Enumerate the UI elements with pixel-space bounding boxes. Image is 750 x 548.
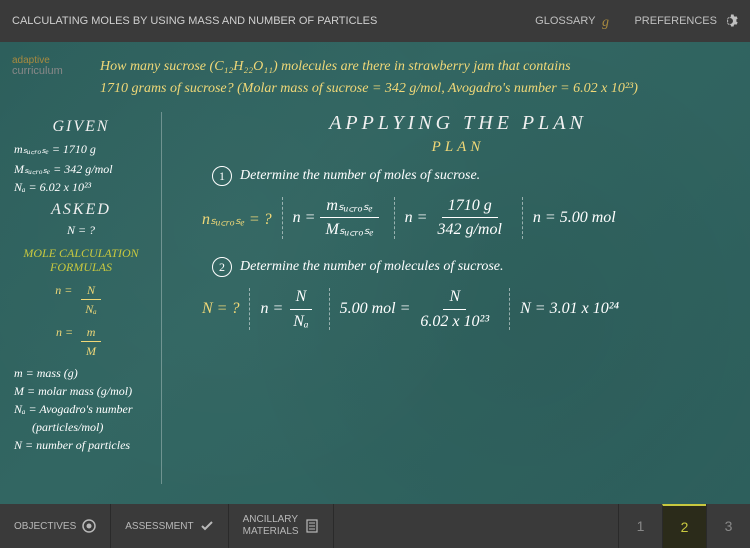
step1-text: Determine the number of moles of sucrose… (240, 168, 480, 184)
formula2-num: m (81, 325, 102, 342)
legend-m: m = mass (g) (14, 366, 154, 381)
main-title: APPLYING THE PLAN (182, 112, 734, 135)
step2-c-num: N (443, 287, 466, 309)
page-2-button[interactable]: 2 (662, 504, 706, 548)
legend-N: N = number of particles (14, 438, 154, 453)
glossary-button[interactable]: GLOSSARY g (535, 13, 616, 29)
step2-label: 2 Determine the number of molecules of s… (212, 257, 734, 277)
step2-f-den: Nₐ (287, 310, 314, 331)
step2-formula: n = NNₐ (260, 287, 318, 330)
main-panel: APPLYING THE PLAN PLAN 1 Determine the n… (162, 42, 750, 504)
step1-label: 1 Determine the number of moles of sucro… (212, 166, 734, 186)
spacer (334, 504, 618, 548)
glossary-label: GLOSSARY (535, 15, 595, 27)
step2-f-num: N (290, 287, 313, 309)
step1-equation: nₛᵤ꜀ᵣₒₛₑ = ? n = mₛᵤ꜀ᵣₒₛₑMₛᵤ꜀ᵣₒₛₑ n = 17… (202, 196, 734, 239)
step1-formula: n = mₛᵤ꜀ᵣₒₛₑMₛᵤ꜀ᵣₒₛₑ (293, 196, 384, 239)
plan-title: PLAN (182, 139, 734, 156)
step1-num: 1 (212, 166, 232, 186)
step1-f-num: mₛᵤ꜀ᵣₒₛₑ (320, 196, 378, 218)
assessment-button[interactable]: ASSESSMENT (111, 504, 228, 548)
preferences-label: PREFERENCES (634, 15, 717, 27)
formula-2: n = mM (8, 325, 154, 359)
step1-calc: n = 1710 g342 g/mol (405, 196, 512, 239)
step2-equation: N = ? n = NNₐ 5.00 mol = N6.02 x 10²³ N … (202, 287, 734, 330)
assessment-label: ASSESSMENT (125, 521, 193, 532)
formula1-lhs: n = (55, 283, 72, 297)
divider (509, 288, 510, 330)
formula-1: n = NNₐ (8, 283, 154, 317)
page-title: CALCULATING MOLES BY USING MASS AND NUMB… (12, 14, 517, 28)
step2-num: 2 (212, 257, 232, 277)
divider (522, 197, 523, 239)
content: adaptive curriculum How many sucrose (C₁… (0, 42, 750, 504)
legend-na: Nₐ = Avogadro's number (14, 402, 154, 417)
legend-M: M = molar mass (g/mol) (14, 384, 154, 399)
divider (282, 197, 283, 239)
step2-calc: 5.00 mol = N6.02 x 10²³ (340, 287, 500, 330)
formulas-heading: MOLE CALCULATION FORMULAS (8, 246, 154, 275)
divider (394, 197, 395, 239)
bottombar: OBJECTIVES ASSESSMENT ANCILLARY MATERIAL… (0, 504, 750, 548)
check-icon (200, 519, 214, 533)
target-icon (82, 519, 96, 533)
glossary-icon: g (600, 13, 616, 29)
given-molar: Mₛᵤ꜀ᵣₒₛₑ = 342 g/mol (14, 160, 154, 177)
gear-icon (722, 13, 738, 29)
given-heading: GIVEN (8, 118, 154, 136)
formula1-den: Nₐ (79, 300, 103, 316)
legend-na2: (particles/mol) (32, 420, 154, 435)
asked-heading: ASKED (8, 201, 154, 219)
objectives-label: OBJECTIVES (14, 521, 76, 532)
page-1-button[interactable]: 1 (618, 504, 662, 548)
step2-q: N = ? (202, 300, 239, 318)
step2-c-lhs: 5.00 mol = (340, 300, 411, 318)
formula2-den: M (80, 342, 102, 358)
step1-c-den: 342 g/mol (431, 218, 507, 239)
topbar: CALCULATING MOLES BY USING MASS AND NUMB… (0, 0, 750, 42)
step1-c-lhs: n = (405, 209, 428, 227)
asked-value: N = ? (8, 223, 154, 238)
given-na: Nₐ = 6.02 x 10²³ (14, 180, 154, 195)
preferences-button[interactable]: PREFERENCES (634, 13, 738, 29)
divider (249, 288, 250, 330)
svg-text:g: g (602, 15, 609, 29)
objectives-button[interactable]: OBJECTIVES (0, 504, 111, 548)
ancillary-label: ANCILLARY MATERIALS (243, 514, 299, 538)
step1-f-den: Mₛᵤ꜀ᵣₒₛₑ (319, 218, 379, 239)
formula2-lhs: n = (56, 325, 73, 339)
step1-result: n = 5.00 mol (533, 209, 616, 227)
page-3-button[interactable]: 3 (706, 504, 750, 548)
divider (329, 288, 330, 330)
sidebar: GIVEN mₛᵤ꜀ᵣₒₛₑ = 1710 g Mₛᵤ꜀ᵣₒₛₑ = 342 g… (0, 42, 162, 504)
step1-c-num: 1710 g (442, 196, 498, 218)
step2-c-den: 6.02 x 10²³ (414, 310, 495, 331)
given-mass: mₛᵤ꜀ᵣₒₛₑ = 1710 g (14, 140, 154, 157)
formula1-num: N (81, 283, 101, 300)
step1-f-lhs: n = (293, 209, 316, 227)
step2-text: Determine the number of molecules of suc… (240, 259, 503, 275)
ancillary-button[interactable]: ANCILLARY MATERIALS (229, 504, 334, 548)
step2-f-lhs: n = (260, 300, 283, 318)
step1-q: nₛᵤ꜀ᵣₒₛₑ = ? (202, 207, 272, 229)
step2-result: N = 3.01 x 10²⁴ (520, 300, 619, 318)
document-icon (305, 519, 319, 533)
